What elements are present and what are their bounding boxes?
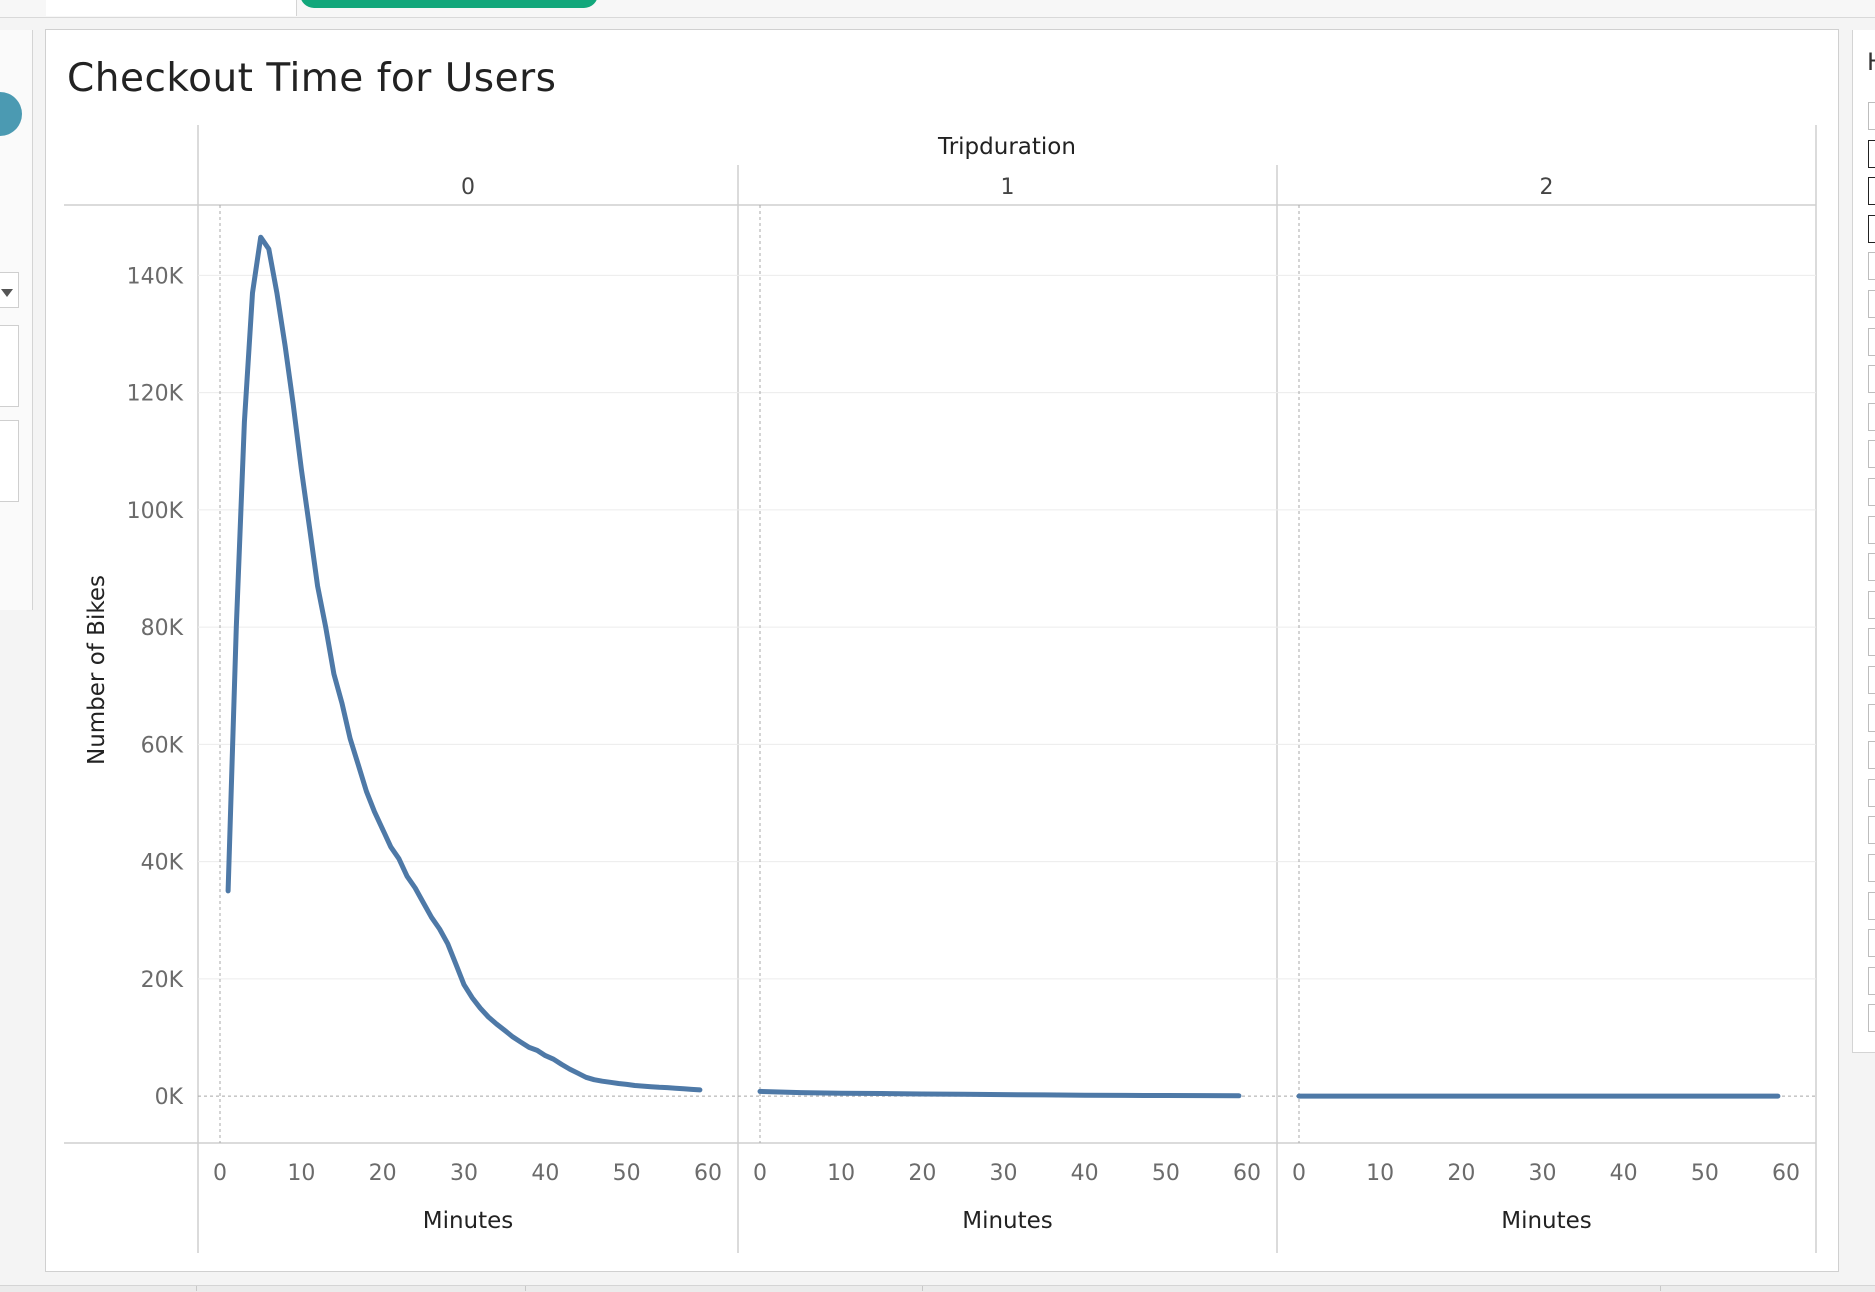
y-tick-label: 0K [155, 1085, 184, 1110]
filter-checkbox[interactable] [1868, 214, 1875, 243]
series-line-0 [225, 234, 703, 1093]
tab-divider [1660, 1286, 1661, 1291]
chevron-down-icon[interactable] [1, 289, 13, 297]
right-filter-panel: H [1852, 30, 1875, 1053]
x-tick-label: 0 [753, 1161, 767, 1186]
x-tick-label: 50 [1152, 1161, 1180, 1186]
filter-checkbox[interactable] [1868, 478, 1875, 506]
filter-checkbox[interactable] [1868, 966, 1875, 995]
filter-checkbox[interactable] [1868, 252, 1875, 281]
x-tick-label: 0 [213, 1161, 227, 1186]
chart-title: Checkout Time for Users [67, 56, 557, 101]
filter-checkbox[interactable] [1868, 590, 1875, 619]
left-panel-card [0, 420, 19, 502]
y-tick-label: 80K [141, 616, 184, 641]
filter-checkbox[interactable] [1868, 778, 1875, 807]
panel-header-label: 1 [1001, 175, 1015, 200]
x-tick-label: 10 [287, 1161, 315, 1186]
bottom-tab-bar [0, 1285, 1875, 1292]
filter-checkbox[interactable] [1868, 628, 1875, 657]
x-tick-label: 30 [990, 1161, 1018, 1186]
y-tick-label: 120K [127, 382, 184, 407]
filter-checkbox[interactable] [1868, 177, 1875, 206]
chart-frame [64, 125, 1817, 1253]
x-axis-title: Minutes [962, 1208, 1053, 1234]
toolbar-cell [46, 0, 297, 16]
x-axis-title: Minutes [423, 1208, 514, 1234]
filter-checkbox[interactable] [1868, 139, 1875, 168]
x-tick-label: 10 [1366, 1161, 1394, 1186]
x-tick-label: 10 [827, 1161, 855, 1186]
y-tick-label: 100K [127, 499, 184, 524]
filter-checkbox[interactable] [1868, 854, 1875, 882]
y-axis-title: Number of Bikes [84, 575, 110, 765]
x-tick-label: 40 [1610, 1161, 1638, 1186]
filter-checkbox[interactable] [1868, 440, 1875, 469]
x-tick-label: 20 [908, 1161, 936, 1186]
filter-checkbox[interactable] [1868, 327, 1875, 356]
tab-divider [525, 1286, 526, 1291]
filter-checkbox[interactable] [1868, 402, 1875, 431]
filter-checkbox[interactable] [1868, 1004, 1875, 1033]
filter-checkbox[interactable] [1868, 102, 1875, 130]
x-tick-label: 0 [1292, 1161, 1306, 1186]
x-tick-label: 30 [450, 1161, 478, 1186]
tab-divider [196, 1286, 197, 1291]
series-lines [225, 234, 1781, 1099]
x-tick-label: 50 [613, 1161, 641, 1186]
teal-circle-icon[interactable] [0, 92, 22, 136]
panel-header-label: 0 [461, 175, 475, 200]
panel-header-label: 2 [1540, 175, 1554, 200]
x-axis-title: Minutes [1501, 1208, 1592, 1234]
filter-checkbox[interactable] [1868, 290, 1875, 318]
column-header: Tripduration [937, 134, 1076, 160]
x-tick-label: 40 [1071, 1161, 1099, 1186]
tab-divider [922, 1286, 923, 1291]
x-tick-label: 60 [1772, 1161, 1800, 1186]
grid-lines [198, 205, 1816, 1143]
filter-checkbox[interactable] [1868, 553, 1875, 582]
filter-checkbox[interactable] [1868, 816, 1875, 845]
filter-title-fragment: H [1867, 48, 1875, 76]
filter-checkbox[interactable] [1868, 929, 1875, 958]
filter-checkbox[interactable] [1868, 741, 1875, 770]
x-tick-label: 60 [694, 1161, 722, 1186]
filter-checkbox[interactable] [1868, 365, 1875, 394]
filter-checkbox[interactable] [1868, 666, 1875, 694]
filter-checkbox[interactable] [1868, 891, 1875, 920]
x-tick-label: 30 [1529, 1161, 1557, 1186]
x-tick-label: 20 [1447, 1161, 1475, 1186]
filter-checkbox[interactable] [1868, 515, 1875, 544]
series-line-1 [757, 1088, 1242, 1099]
y-tick-label: 140K [127, 264, 184, 289]
x-tick-label: 20 [369, 1161, 397, 1186]
x-tick-label: 60 [1233, 1161, 1261, 1186]
y-tick-label: 40K [141, 851, 184, 876]
chart-sheet [45, 29, 1839, 1272]
filter-checkbox[interactable] [1868, 703, 1875, 732]
highlighted-pill-button[interactable] [300, 0, 598, 8]
y-tick-label: 60K [141, 733, 184, 758]
left-panel-card [0, 325, 19, 407]
x-tick-label: 50 [1691, 1161, 1719, 1186]
x-tick-label: 40 [531, 1161, 559, 1186]
y-tick-label: 20K [141, 968, 184, 993]
